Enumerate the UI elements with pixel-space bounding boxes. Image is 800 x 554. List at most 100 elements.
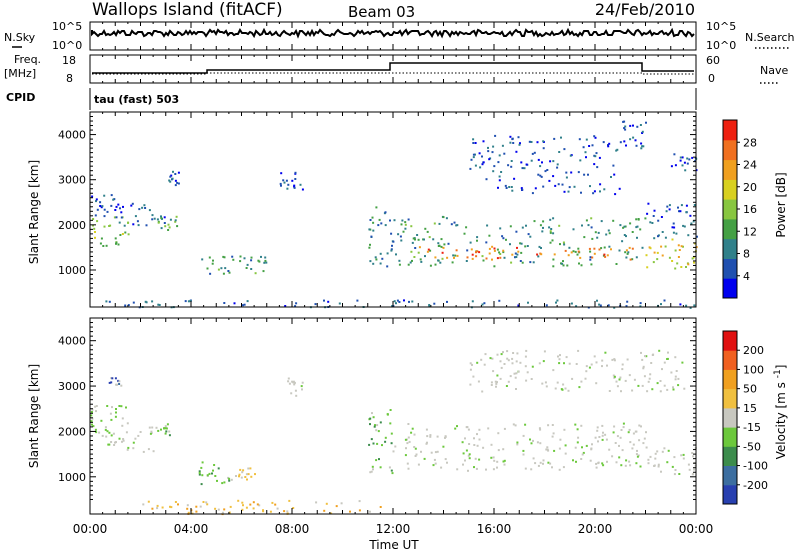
power-cell bbox=[519, 260, 522, 262]
velocity-cell bbox=[120, 384, 123, 387]
power-cell bbox=[540, 175, 543, 178]
power-cell bbox=[443, 243, 446, 246]
power-cell bbox=[603, 246, 606, 249]
power-cell bbox=[558, 224, 561, 227]
power-cell bbox=[693, 261, 695, 264]
velocity-cell bbox=[545, 448, 548, 451]
velocity-cell bbox=[238, 475, 240, 478]
velocity-cell bbox=[166, 423, 169, 426]
nsky-tick-high: 10^5 bbox=[52, 20, 82, 33]
power-cell bbox=[482, 259, 485, 262]
velocity-cell bbox=[530, 378, 533, 380]
velocity-cell bbox=[552, 369, 555, 372]
nsky-tick-low: 10^0 bbox=[52, 39, 82, 52]
power-cell bbox=[673, 153, 676, 156]
power-cell bbox=[683, 225, 686, 228]
power-cell bbox=[528, 140, 531, 143]
velocity-cell bbox=[217, 508, 220, 511]
velocity-cell bbox=[654, 457, 657, 460]
power-cell bbox=[567, 190, 570, 193]
velocity-cell bbox=[522, 449, 525, 452]
power-cell bbox=[651, 222, 654, 224]
nave-label: Nave bbox=[760, 64, 788, 77]
power-cell bbox=[475, 251, 477, 254]
power-cell bbox=[591, 144, 594, 147]
power-cell bbox=[93, 227, 96, 230]
power-cell bbox=[607, 304, 610, 307]
power-cell bbox=[227, 270, 230, 272]
velocity-cell bbox=[201, 461, 204, 464]
velocity-cell bbox=[287, 377, 290, 380]
velocity-cell bbox=[628, 374, 631, 377]
power-cell bbox=[151, 300, 154, 303]
velocity-cell bbox=[524, 365, 527, 368]
power-cell bbox=[509, 141, 512, 144]
power-cell bbox=[426, 250, 429, 253]
velocity-cell bbox=[95, 405, 98, 407]
power-cell bbox=[393, 219, 396, 222]
velocity-cell bbox=[118, 405, 121, 407]
power-cell bbox=[472, 142, 475, 144]
power-cell bbox=[693, 204, 696, 206]
velocity-cell bbox=[672, 388, 675, 391]
velocity-cell bbox=[596, 429, 599, 432]
power-cell bbox=[265, 261, 268, 264]
velocity-cell bbox=[513, 372, 516, 375]
power-cell bbox=[572, 228, 575, 231]
power-cell bbox=[636, 225, 639, 228]
power-cell bbox=[600, 247, 603, 250]
colorbar-swatch bbox=[723, 465, 737, 486]
power-cell bbox=[441, 257, 444, 260]
power-cell bbox=[519, 242, 522, 245]
velocity-cell bbox=[228, 477, 231, 480]
velocity-cell bbox=[693, 468, 696, 471]
power-cell bbox=[508, 186, 511, 188]
power-cell bbox=[527, 301, 529, 304]
velocity-cell bbox=[688, 468, 691, 471]
velocity-cell bbox=[384, 440, 387, 443]
freq-tick-high: 18 bbox=[62, 54, 76, 67]
velocity-cell bbox=[127, 446, 130, 449]
power-cell bbox=[94, 231, 96, 233]
velocity-cell bbox=[186, 504, 189, 507]
colorbar-tick-label: 20 bbox=[743, 181, 757, 194]
power-cell bbox=[223, 302, 226, 304]
power-cell bbox=[472, 138, 475, 141]
power-cell bbox=[550, 228, 553, 230]
velocity-cell bbox=[683, 387, 686, 390]
x-axis-label: Time UT bbox=[368, 538, 419, 552]
power-cell bbox=[593, 163, 596, 166]
power-cell bbox=[626, 300, 629, 303]
power-cell bbox=[478, 152, 481, 155]
velocity-cell bbox=[650, 362, 653, 364]
power-cell bbox=[482, 161, 485, 164]
velocity-cell bbox=[557, 355, 559, 358]
velocity-cell bbox=[294, 389, 297, 392]
velocity-cell bbox=[391, 472, 394, 475]
velocity-cell bbox=[156, 504, 159, 507]
velocity-cell bbox=[241, 508, 244, 511]
power-cell bbox=[299, 183, 302, 186]
power-cell bbox=[618, 187, 621, 190]
velocity-cell bbox=[671, 465, 674, 468]
power-cell bbox=[527, 233, 530, 236]
velocity-cell bbox=[389, 422, 392, 425]
velocity-cell bbox=[368, 443, 371, 446]
power-cell bbox=[103, 194, 106, 197]
power-cell bbox=[639, 228, 642, 231]
power-cell bbox=[552, 232, 555, 235]
power-cell bbox=[379, 262, 382, 265]
velocity-cell bbox=[525, 349, 528, 352]
velocity-cell bbox=[195, 505, 198, 508]
velocity-cell bbox=[379, 506, 382, 508]
power-cell bbox=[585, 138, 588, 141]
power-cell bbox=[160, 227, 163, 230]
velocity-cell bbox=[492, 468, 495, 471]
power-cell bbox=[472, 156, 475, 159]
velocity-cell bbox=[214, 475, 217, 477]
power-cell bbox=[596, 236, 599, 239]
power-cell bbox=[599, 183, 602, 186]
velocity-cell bbox=[539, 461, 542, 464]
power-cell bbox=[525, 224, 527, 227]
power-cell bbox=[114, 209, 117, 211]
